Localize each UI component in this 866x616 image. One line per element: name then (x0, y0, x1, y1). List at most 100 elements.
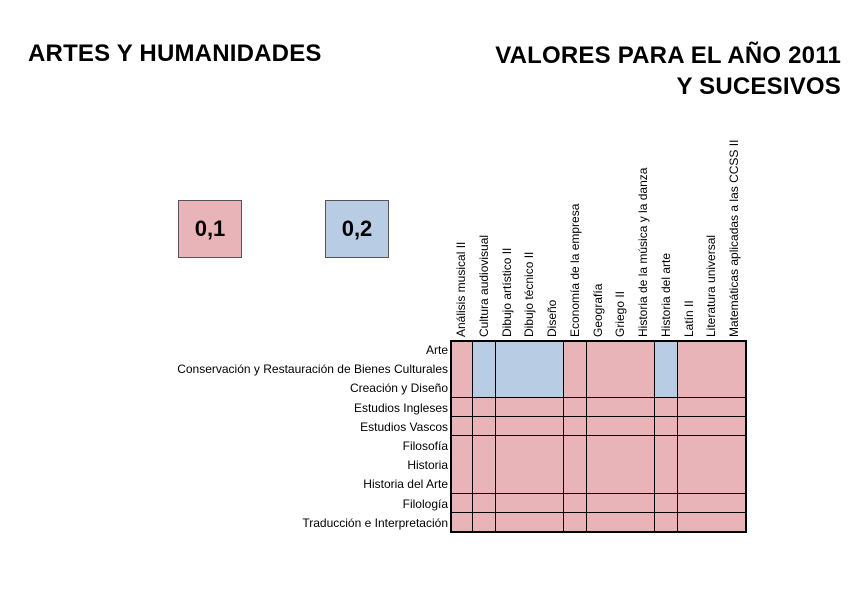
matrix-cell (472, 416, 496, 437)
matrix-cell (541, 416, 565, 437)
matrix-cell (495, 436, 519, 456)
matrix-cell (654, 378, 678, 399)
matrix-cell (677, 397, 701, 418)
column-header: Matemáticas aplicadas a las CCSS II (727, 139, 741, 337)
matrix-cell (609, 416, 633, 437)
matrix-cell (677, 436, 701, 456)
matrix-cell (586, 397, 610, 418)
matrix-cell (495, 397, 519, 418)
matrix-cell (677, 493, 701, 514)
matrix-cell (586, 340, 610, 360)
column-header: Cultura audiovisual (476, 234, 491, 337)
matrix-cell (450, 512, 474, 533)
matrix-cell (677, 359, 701, 379)
matrix-cell (632, 493, 656, 514)
matrix-cell (609, 474, 633, 495)
matrix-cell (563, 474, 587, 495)
matrix-cell (541, 436, 565, 456)
matrix-cell (541, 378, 565, 399)
column-header: Dibujo artístico II (499, 247, 514, 337)
matrix-cell (541, 493, 565, 514)
matrix-cell (495, 359, 519, 379)
matrix-cell (723, 512, 747, 533)
matrix-cell (541, 455, 565, 475)
matrix-cell (632, 359, 656, 379)
matrix-cell (450, 436, 474, 456)
legend-value-low: 0,1 (178, 200, 242, 258)
matrix-cell (609, 359, 633, 379)
matrix-cell (586, 493, 610, 514)
matrix-cell (723, 436, 747, 456)
matrix-cell (472, 378, 496, 399)
matrix-cell (563, 493, 587, 514)
matrix-cell (632, 455, 656, 475)
matrix-cell (518, 474, 542, 495)
matrix-cell (518, 359, 542, 379)
matrix-cell (495, 493, 519, 514)
matrix-cell (563, 340, 587, 360)
matrix-cell (654, 436, 678, 456)
matrix-cell (586, 416, 610, 437)
matrix-cell (723, 474, 747, 495)
matrix-cell (472, 455, 496, 475)
matrix-cell (518, 455, 542, 475)
matrix-cell (472, 493, 496, 514)
matrix-cell (518, 340, 542, 360)
matrix-cell (632, 474, 656, 495)
matrix-cell (541, 397, 565, 418)
column-header: Geografía (590, 283, 605, 337)
matrix-cell (541, 359, 565, 379)
matrix-cell (495, 340, 519, 360)
matrix-cell (723, 359, 747, 379)
matrix-cell (654, 397, 678, 418)
matrix-cell (472, 474, 496, 495)
matrix-cell (472, 512, 496, 533)
matrix-cell (563, 416, 587, 437)
matrix-cell (723, 493, 747, 514)
row-label: Historia del Arte (363, 477, 448, 492)
matrix-cell (609, 455, 633, 475)
matrix-cell (563, 378, 587, 399)
matrix-cell (586, 474, 610, 495)
matrix-cell (700, 493, 724, 514)
column-header: Economía de la empresa (567, 203, 582, 337)
matrix-cell (541, 474, 565, 495)
matrix-cell (495, 512, 519, 533)
matrix-cell (495, 455, 519, 475)
row-label: Filología (402, 496, 448, 511)
matrix-cell (700, 359, 724, 379)
matrix-cell (723, 378, 747, 399)
column-header: Dibujo técnico II (522, 251, 537, 337)
row-label: Filosofía (402, 439, 448, 453)
matrix-cell (586, 359, 610, 379)
matrix-cell (450, 455, 474, 475)
matrix-cell (677, 340, 701, 360)
column-header: Historia de la música y la danza (636, 167, 650, 337)
legend-value-high: 0,2 (325, 200, 389, 258)
matrix-cell (609, 493, 633, 514)
row-label: Traducción e Interpretación (302, 515, 448, 530)
row-label: Conservación y Restauración de Bienes Cu… (177, 362, 448, 377)
matrix-cell (563, 359, 587, 379)
matrix-cell (632, 340, 656, 360)
row-label: Historia (407, 458, 448, 473)
matrix-cell (609, 378, 633, 399)
row-label: Creación y Diseño (349, 381, 448, 396)
matrix-cell (723, 416, 747, 437)
matrix-cell (609, 397, 633, 418)
matrix-cell (654, 340, 678, 360)
matrix-cell (472, 359, 496, 379)
matrix-cell (632, 416, 656, 437)
matrix-cell (450, 493, 474, 514)
column-header: Literatura universal (704, 234, 719, 337)
matrix-cell (495, 416, 519, 437)
matrix-cell (450, 378, 474, 399)
matrix-cell (677, 455, 701, 475)
matrix-cell (632, 436, 656, 456)
matrix-cell (700, 512, 724, 533)
matrix-cell (700, 397, 724, 418)
matrix-cell (677, 474, 701, 495)
matrix-cell (541, 512, 565, 533)
matrix-cell (654, 455, 678, 475)
matrix-cell (495, 378, 519, 399)
